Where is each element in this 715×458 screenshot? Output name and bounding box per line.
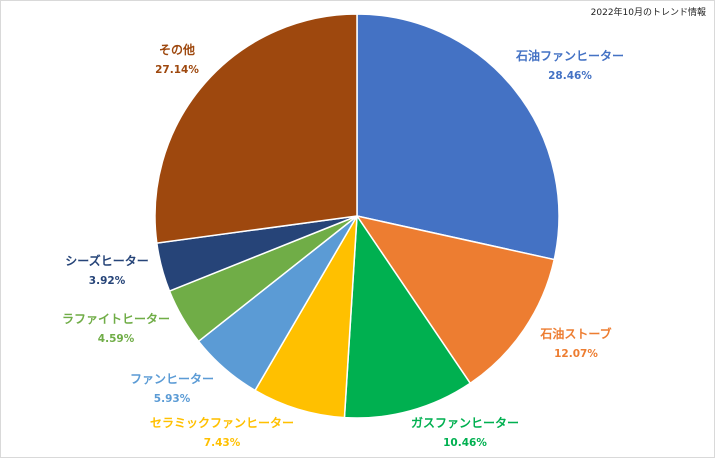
slice-name-label: ラファイトヒーター bbox=[62, 312, 170, 326]
slice-percent-label: 10.46% bbox=[443, 437, 487, 449]
pie-slice bbox=[154, 13, 358, 244]
slice-name-label: 石油ファンヒーター bbox=[515, 48, 624, 63]
pie-labels: 石油ファンヒーター 28.46% 石油ストーブ 12.07% ガスファンヒーター 10.4… bbox=[62, 42, 624, 449]
slice-name-label: ファンヒーター bbox=[130, 372, 214, 386]
slice-percent-label: 7.43% bbox=[204, 437, 241, 449]
slice-percent-label: 5.93% bbox=[154, 393, 191, 405]
slice-name-label: 石油ストーブ bbox=[539, 326, 611, 341]
slice-percent-label: 3.92% bbox=[89, 275, 126, 287]
slice-percent-label: 28.46% bbox=[548, 70, 592, 82]
slice-percent-label: 4.59% bbox=[98, 333, 135, 345]
slice-name-label: ガスファンヒーター bbox=[411, 415, 519, 430]
slice-percent-label: 27.14% bbox=[155, 64, 199, 76]
slice-name-label: その他 bbox=[159, 42, 195, 57]
slice-name-label: セラミックファンヒーター bbox=[150, 416, 294, 430]
slice-name-label: シーズヒーター bbox=[65, 253, 148, 268]
pie-slice bbox=[343, 213, 472, 419]
pie-slice bbox=[356, 13, 560, 261]
pie-slice bbox=[355, 214, 556, 385]
chart-title: 2022年10月のトレンド情報 bbox=[590, 8, 706, 18]
slice-percent-label: 12.07% bbox=[554, 348, 598, 360]
pie-slices bbox=[154, 13, 560, 419]
